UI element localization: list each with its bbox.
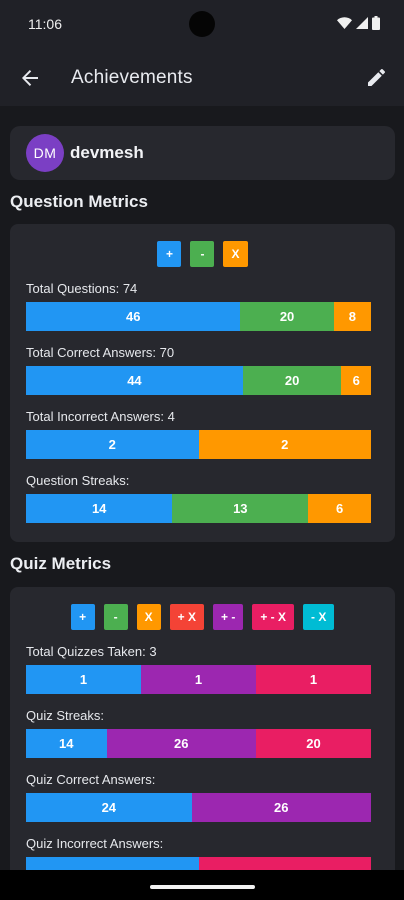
quiz-metrics-title: Quiz Metrics xyxy=(10,554,112,573)
metric-label: Quiz Streaks: xyxy=(26,708,105,723)
legend-chip: + xyxy=(157,241,182,267)
username: devmesh xyxy=(70,143,144,162)
back-button[interactable] xyxy=(12,60,48,96)
metric-label: Total Correct Answers: 70 xyxy=(26,345,175,360)
quiz-legend: + - X + X + - + - X - X xyxy=(10,604,395,630)
status-bar: 11:06 xyxy=(0,0,404,50)
bar-segment: 14 xyxy=(26,494,173,523)
metric-label: Total Questions: 74 xyxy=(26,281,138,296)
bar-segment: 6 xyxy=(308,494,371,523)
status-time: 11:06 xyxy=(28,16,62,32)
legend-chip: + - xyxy=(213,604,244,630)
status-icons xyxy=(337,16,380,30)
metric-label: Total Incorrect Answers: 4 xyxy=(26,409,175,424)
question-metrics-card: + - X Total Questions: 74 46 20 8 Total Corr… xyxy=(10,224,395,542)
legend-chip: - xyxy=(103,604,128,630)
bar-segment xyxy=(26,857,199,870)
metric-bar: 44 20 6 xyxy=(26,366,371,395)
legend-chip: + X xyxy=(169,604,204,630)
camera-cutout xyxy=(189,11,215,37)
metric-bar: 14 13 6 xyxy=(26,494,371,523)
quiz-metrics-card: + - X + X + - + - X - X Total Quizzes Taken: 3… xyxy=(10,587,395,870)
bar-segment: 1 xyxy=(141,665,256,694)
bar-segment: 6 xyxy=(341,366,371,395)
bar-segment: 44 xyxy=(26,366,243,395)
legend-chip: X xyxy=(136,604,161,630)
bar-segment: 14 xyxy=(26,729,107,758)
legend-chip: + xyxy=(70,604,95,630)
legend-chip: - X xyxy=(303,604,335,630)
page-title: Achievements xyxy=(71,67,193,88)
bar-segment: 24 xyxy=(26,793,192,822)
wifi-icon xyxy=(337,17,352,29)
bar-segment: 46 xyxy=(26,302,241,331)
bar-segment xyxy=(198,857,371,870)
metric-label: Quiz Incorrect Answers: xyxy=(26,836,164,851)
metric-bar: 46 20 8 xyxy=(26,302,371,331)
legend-chip: - xyxy=(190,241,215,267)
bar-segment: 20 xyxy=(242,366,342,395)
bar-segment: 26 xyxy=(191,793,371,822)
metric-label: Total Quizzes Taken: 3 xyxy=(26,644,157,659)
metric-bar xyxy=(26,857,371,870)
metric-label: Question Streaks: xyxy=(26,473,130,488)
metric-label: Quiz Correct Answers: xyxy=(26,772,156,787)
bar-segment: 20 xyxy=(256,729,371,758)
bar-segment: 1 xyxy=(26,665,141,694)
bar-segment: 8 xyxy=(333,302,371,331)
signal-icon xyxy=(356,17,368,29)
achievements-content[interactable]: DM devmesh Question Metrics + - X Total Qu… xyxy=(0,106,404,870)
avatar: DM xyxy=(26,134,64,172)
metric-bar: 24 26 xyxy=(26,793,371,822)
bar-segment: 1 xyxy=(256,665,371,694)
bar-segment: 2 xyxy=(198,430,371,459)
question-legend: + - X xyxy=(10,241,395,267)
home-gesture-handle[interactable] xyxy=(150,885,255,889)
user-card: DM devmesh xyxy=(10,126,395,180)
navigation-bar xyxy=(0,870,404,900)
question-metrics-title: Question Metrics xyxy=(10,192,148,211)
metric-bar: 14 26 20 xyxy=(26,729,371,758)
app-bar: Achievements xyxy=(0,50,404,106)
bar-segment: 2 xyxy=(26,430,199,459)
bar-segment: 20 xyxy=(240,302,334,331)
legend-chip: + - X xyxy=(252,604,295,630)
arrow-back-icon xyxy=(22,70,38,86)
edit-button[interactable] xyxy=(358,60,394,96)
bar-segment: 13 xyxy=(172,494,309,523)
pencil-icon xyxy=(368,69,385,86)
battery-icon xyxy=(372,16,380,30)
legend-chip: X xyxy=(223,241,248,267)
bar-segment: 26 xyxy=(106,729,256,758)
